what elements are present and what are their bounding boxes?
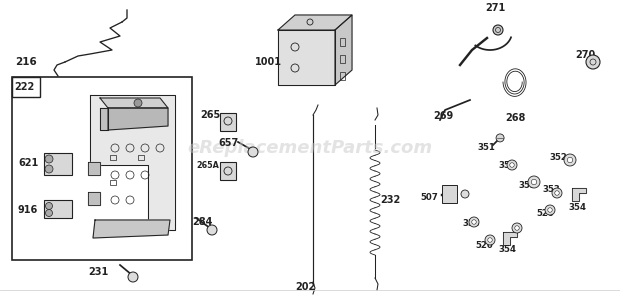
Text: 271: 271 [485, 3, 505, 13]
Bar [12, 77, 192, 260]
Circle shape [45, 155, 53, 163]
Polygon shape [93, 220, 170, 238]
Circle shape [586, 55, 600, 69]
Text: 202: 202 [295, 282, 315, 292]
Bar [12, 77, 40, 97]
Circle shape [555, 191, 559, 195]
Text: 269: 269 [433, 111, 453, 121]
Circle shape [552, 188, 562, 198]
Text: 353: 353 [542, 185, 560, 194]
Circle shape [128, 272, 138, 282]
Bar [220, 162, 236, 180]
Polygon shape [572, 188, 586, 201]
Circle shape [493, 25, 503, 35]
Text: 265A: 265A [196, 160, 219, 169]
Polygon shape [503, 232, 517, 245]
Circle shape [567, 157, 573, 163]
Circle shape [507, 160, 517, 170]
Text: 353: 353 [462, 219, 480, 228]
Circle shape [564, 154, 576, 166]
Polygon shape [88, 162, 100, 175]
Text: 353: 353 [498, 160, 516, 169]
Bar [110, 155, 116, 160]
Circle shape [461, 190, 469, 198]
Bar [44, 200, 72, 218]
Text: 657: 657 [218, 138, 238, 148]
Text: 265: 265 [200, 110, 220, 120]
Text: 284: 284 [192, 217, 213, 227]
Polygon shape [278, 15, 352, 30]
Circle shape [472, 220, 476, 224]
Circle shape [496, 134, 504, 142]
Text: 354: 354 [498, 246, 516, 255]
Circle shape [248, 147, 258, 157]
Circle shape [45, 165, 53, 173]
Bar [340, 38, 345, 46]
Circle shape [545, 205, 555, 215]
Text: 520: 520 [536, 209, 554, 218]
Circle shape [515, 226, 520, 230]
Text: 216: 216 [15, 57, 37, 67]
Circle shape [488, 238, 492, 242]
Text: 916: 916 [18, 205, 38, 215]
Bar [340, 72, 345, 80]
Bar [340, 55, 345, 63]
Circle shape [45, 203, 53, 209]
Text: 355: 355 [518, 181, 536, 190]
Text: 231: 231 [88, 267, 108, 277]
Text: 268: 268 [505, 113, 525, 123]
Bar [44, 153, 72, 175]
Text: 520: 520 [475, 240, 493, 250]
Circle shape [531, 179, 537, 185]
Text: 351: 351 [477, 144, 495, 153]
Circle shape [134, 99, 142, 107]
Bar [110, 180, 116, 185]
Text: 232: 232 [380, 195, 401, 205]
Polygon shape [100, 108, 108, 130]
Circle shape [512, 223, 522, 233]
Text: 354: 354 [568, 203, 586, 212]
Polygon shape [278, 30, 335, 85]
Polygon shape [90, 95, 175, 230]
Text: eReplacementParts.com: eReplacementParts.com [187, 139, 433, 157]
Polygon shape [108, 108, 168, 130]
Circle shape [469, 217, 479, 227]
Text: 270: 270 [575, 50, 595, 60]
Bar [138, 155, 144, 160]
Circle shape [45, 209, 53, 216]
Circle shape [485, 235, 495, 245]
Circle shape [510, 163, 514, 167]
Bar [442, 185, 457, 203]
Circle shape [528, 176, 540, 188]
Text: 621: 621 [18, 158, 38, 168]
Text: 222: 222 [14, 82, 34, 92]
Polygon shape [100, 98, 168, 108]
Bar [220, 113, 236, 131]
Circle shape [547, 208, 552, 212]
Polygon shape [335, 15, 352, 85]
Text: 352: 352 [549, 154, 567, 163]
Text: 507: 507 [420, 193, 438, 201]
Text: 1001: 1001 [255, 57, 282, 67]
Circle shape [207, 225, 217, 235]
Polygon shape [88, 192, 100, 205]
